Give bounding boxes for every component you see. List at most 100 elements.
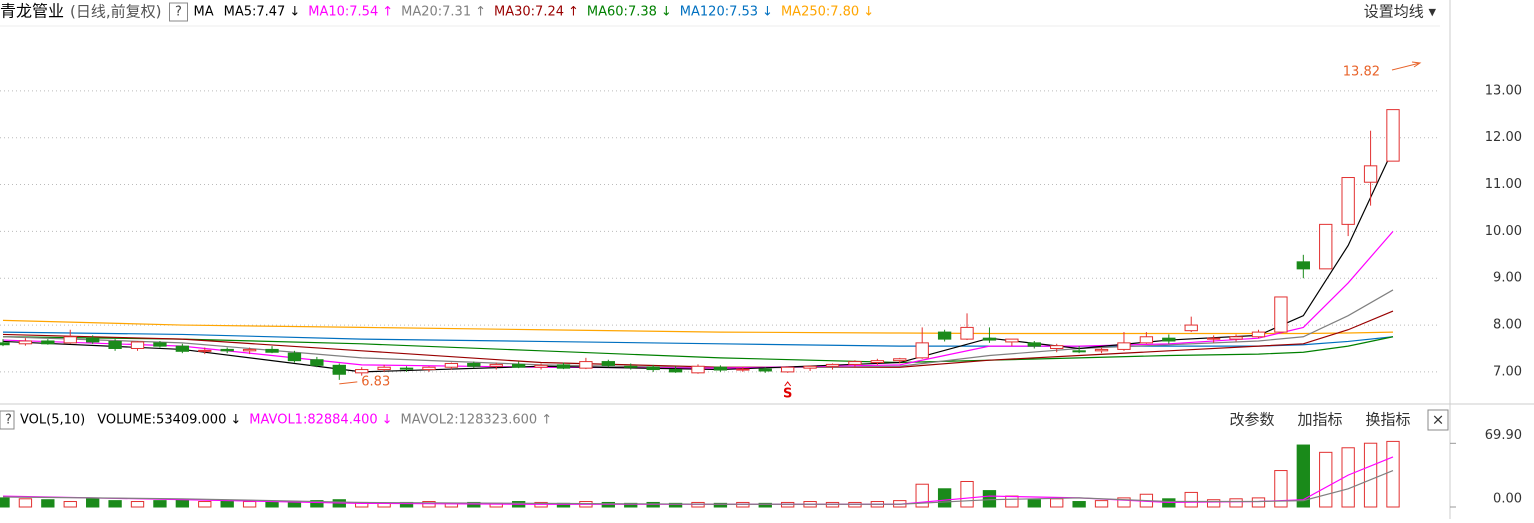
- candle-body: [848, 361, 862, 365]
- trend-arrow: ↑: [475, 5, 486, 20]
- volume-bar: [63, 501, 77, 508]
- candle-body: [534, 364, 548, 368]
- candle-body: [1206, 337, 1221, 340]
- volume-bar: [982, 490, 997, 508]
- volume-bar: [153, 500, 167, 508]
- volume-bar: [1251, 497, 1266, 508]
- candle-body: [1139, 336, 1154, 344]
- volume-bar: [960, 480, 974, 508]
- help[interactable]: ?: [175, 5, 182, 20]
- settings-button[interactable]: 设置均线 ▾: [1364, 3, 1437, 21]
- trend-arrow: ↓: [762, 5, 773, 20]
- candle-body: [1386, 109, 1400, 162]
- volume-bar: [1274, 470, 1288, 508]
- volume-bar: [1094, 500, 1109, 508]
- close-box: [1427, 409, 1449, 431]
- candle-body: [1341, 177, 1355, 225]
- legend-entry: MA250:7.80: [781, 5, 859, 20]
- candle-body: [713, 366, 728, 371]
- legend-entry: MA20:7.31: [401, 5, 471, 20]
- candle-body: [86, 337, 100, 343]
- candle-body: [893, 358, 907, 362]
- legend-entry: MAVOL2:128323.600: [401, 413, 538, 428]
- trend-arrow: ↓: [661, 5, 672, 20]
- candle-body: [242, 348, 257, 352]
- candle-body: [624, 365, 638, 368]
- y-tick-label: 11.00: [1485, 177, 1522, 192]
- legend-entry: MA5:7.47: [224, 5, 286, 20]
- ma-line: [2, 310, 1394, 368]
- pane-button[interactable]: 改参数: [1229, 411, 1274, 429]
- candle-body: [399, 367, 414, 370]
- pane-button[interactable]: ×: [1432, 411, 1445, 429]
- pane-button[interactable]: 加指标: [1297, 411, 1342, 429]
- candle-body: [758, 368, 772, 372]
- candle-body: [1296, 261, 1310, 270]
- candle-body: [579, 361, 593, 369]
- y-tick-label: 8.00: [1493, 318, 1522, 333]
- volume-bar: [1296, 444, 1310, 508]
- vol-tick-label: 0.00: [1493, 492, 1522, 507]
- volume-bar: [1005, 495, 1019, 508]
- trend-arrow: ↓: [230, 413, 241, 428]
- legend-entry: MA60:7.38: [587, 5, 657, 20]
- trend-arrow: ↓: [863, 5, 874, 20]
- candle-body: [1363, 165, 1378, 183]
- candle-body: [108, 340, 122, 349]
- candle-body: [915, 342, 929, 359]
- candle-body: [41, 340, 55, 345]
- candle-body: [377, 366, 391, 371]
- y-tick-label: 13.00: [1485, 83, 1522, 98]
- y-tick-label: 12.00: [1485, 130, 1522, 145]
- volume-bar: [108, 500, 122, 508]
- legend-entry: MA30:7.24: [494, 5, 564, 20]
- candle-body: [287, 352, 302, 362]
- vol-help[interactable]: ?: [5, 413, 12, 428]
- low-arrow: [339, 381, 358, 385]
- candle-body: [1184, 324, 1198, 332]
- vol-help-box: [0, 410, 15, 430]
- candle-body: [601, 361, 615, 366]
- candle-body: [511, 363, 526, 368]
- volume-bar: [1184, 491, 1198, 508]
- candle-body: [153, 342, 167, 347]
- ma-label: MA: [194, 5, 214, 20]
- volume-bar: [668, 502, 683, 508]
- volume-bar: [1229, 498, 1243, 508]
- volume-bar: [130, 501, 145, 508]
- candle-body: [63, 336, 77, 344]
- candle-body: [220, 348, 234, 352]
- y-tick-label: 10.00: [1485, 224, 1522, 239]
- legend-entry: MA10:7.54: [308, 5, 378, 20]
- volume-bar: [310, 500, 324, 508]
- vol-tick-label: 69.90: [1485, 428, 1522, 443]
- volume-bar: [1027, 499, 1041, 508]
- candle-body: [198, 349, 212, 352]
- candle-body: [825, 363, 840, 367]
- candle-body: [332, 364, 346, 375]
- volume-bar: [1341, 447, 1355, 508]
- volume-bar: [220, 500, 234, 508]
- signal-label: S: [783, 387, 792, 402]
- candle-body: [1251, 331, 1266, 338]
- candle-body: [1117, 342, 1131, 350]
- legend-entry: MAVOL1:82884.400: [249, 413, 377, 428]
- candle-body: [444, 362, 459, 368]
- volume-bar: [713, 502, 728, 508]
- candle-body: [1094, 348, 1109, 352]
- ma-line: [2, 456, 1394, 505]
- volume-bar: [1206, 499, 1221, 508]
- low-label: 6.83: [361, 374, 390, 389]
- volume-bar: [86, 498, 100, 508]
- volume-bar: [242, 501, 257, 508]
- trend-arrow: ↑: [541, 413, 552, 428]
- candle-body: [1072, 350, 1086, 353]
- subtitle: (日线,前复权): [70, 3, 161, 21]
- candle-body: [960, 326, 974, 340]
- candle-body: [870, 360, 885, 364]
- volume-bar: [1072, 501, 1086, 508]
- volume-bar: [1050, 498, 1064, 508]
- pane-button[interactable]: 换指标: [1365, 411, 1410, 429]
